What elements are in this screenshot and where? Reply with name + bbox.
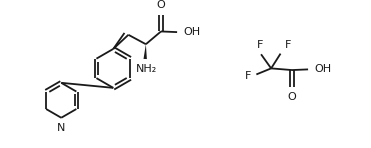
Text: F: F [285,40,291,50]
Text: NH₂: NH₂ [136,64,157,74]
Text: OH: OH [183,27,200,37]
Text: N: N [57,123,65,133]
Text: O: O [157,0,165,10]
Text: O: O [288,92,296,102]
Text: OH: OH [314,64,331,74]
Text: F: F [257,40,263,50]
Polygon shape [144,44,147,59]
Text: F: F [245,71,252,81]
